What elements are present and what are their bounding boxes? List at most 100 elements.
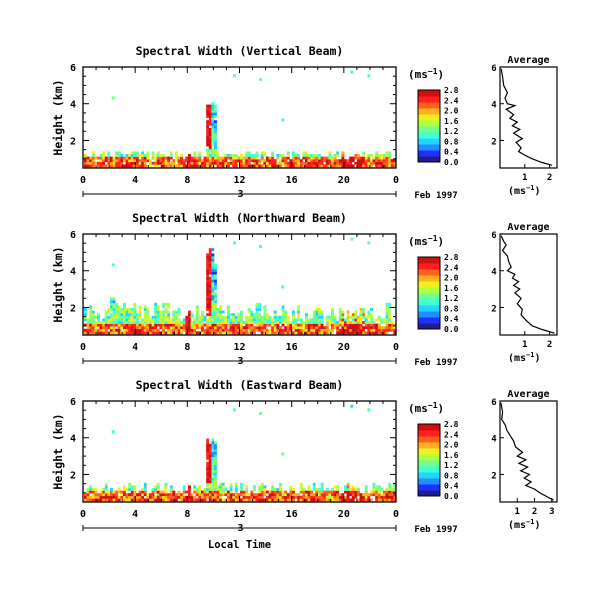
heatmap-cell <box>175 156 178 160</box>
heatmap-cell <box>250 331 254 335</box>
heatmap-cell <box>130 321 134 324</box>
heatmap-cell <box>227 490 230 494</box>
colorbar-segment <box>418 90 440 97</box>
heatmap-cell <box>91 313 95 317</box>
heatmap-cell <box>351 331 355 335</box>
heatmap-cell <box>245 331 249 335</box>
heatmap-cell <box>180 326 184 330</box>
heatmap-cell <box>156 490 160 494</box>
heatmap-cell <box>141 161 145 165</box>
heatmap-cell <box>307 331 311 335</box>
heatmap-cell <box>89 490 93 494</box>
colorbar-segment <box>418 442 440 449</box>
heatmap-cell <box>385 493 389 497</box>
heatmap-cell <box>227 305 230 309</box>
heatmap-cell <box>229 156 233 160</box>
heatmap-cell <box>362 151 366 155</box>
heatmap-cell <box>172 315 176 319</box>
heatmap-cell <box>206 130 210 134</box>
heatmap-cell <box>279 318 282 322</box>
heatmap-cell <box>123 310 126 314</box>
heatmap-cell <box>292 310 295 314</box>
heatmap-cell <box>229 328 233 332</box>
heatmap-cell <box>232 328 236 332</box>
heatmap-cell <box>338 161 342 165</box>
heatmap-cell <box>214 130 217 134</box>
heatmap-cell <box>357 318 360 322</box>
heatmap-cell <box>211 109 215 113</box>
heatmap-cell <box>388 305 392 309</box>
heatmap-cell <box>351 326 355 330</box>
heatmap-cell <box>133 315 137 319</box>
heatmap-cell <box>125 495 129 499</box>
heatmap-cell <box>91 488 95 491</box>
heatmap-cell <box>130 328 134 332</box>
heatmap-cell <box>320 164 324 168</box>
heatmap-cell <box>260 488 264 491</box>
heatmap-cell <box>206 493 210 497</box>
heatmap-cell <box>208 107 212 111</box>
heatmap-cell <box>328 490 332 494</box>
heatmap-cell <box>84 156 87 160</box>
heatmap-cell <box>94 321 98 324</box>
heatmap-cell <box>110 313 113 317</box>
heatmap-cell <box>224 498 228 502</box>
heatmap-cell <box>250 156 254 160</box>
heatmap-cell <box>245 488 249 491</box>
heatmap-cell <box>208 122 212 126</box>
heatmap-cell <box>346 321 350 324</box>
heatmap-cell <box>84 318 87 322</box>
heatmap-cell <box>388 323 392 327</box>
heatmap-cell <box>188 156 191 160</box>
heatmap-cell <box>143 485 147 489</box>
colorbar-unit-exponent: −1 <box>428 67 438 76</box>
heatmap-cell <box>232 323 236 327</box>
heatmap-cell <box>258 305 262 309</box>
heatmap-cell <box>357 156 360 160</box>
heatmap-cell <box>344 164 347 168</box>
heatmap-cell <box>128 318 132 322</box>
heatmap-cell <box>341 493 345 497</box>
heatmap-cell <box>354 323 358 327</box>
heatmap-cell <box>325 161 329 165</box>
heatmap-cell <box>312 164 316 168</box>
heatmap-cell <box>279 485 282 489</box>
heatmap-cell <box>195 161 199 165</box>
heatmap-cell <box>245 154 249 157</box>
heatmap-cell <box>190 315 194 319</box>
heatmap-cell <box>115 318 119 322</box>
heatmap-cell <box>273 315 277 319</box>
heatmap-cell <box>279 164 282 168</box>
heatmap-cell <box>143 326 147 330</box>
heatmap-cell <box>115 308 119 311</box>
heatmap-cell <box>219 305 223 309</box>
heatmap-cell <box>219 308 223 311</box>
heatmap-cell <box>120 493 124 497</box>
heatmap-cell <box>97 315 100 319</box>
heatmap-cell <box>112 328 116 332</box>
heatmap-cell <box>260 321 264 324</box>
heatmap-cell <box>193 164 197 168</box>
heatmap-cell <box>331 498 334 502</box>
heatmap-cell <box>224 488 228 491</box>
heatmap-cell <box>307 498 311 502</box>
heatmap-cell <box>190 326 194 330</box>
heatmap-cell <box>377 331 381 335</box>
heatmap-cell <box>253 488 256 491</box>
heatmap-cell <box>206 302 210 306</box>
heatmap-cell <box>383 154 386 157</box>
heatmap-cell <box>227 495 230 499</box>
heatmap-cell <box>128 164 132 168</box>
heatmap-cell <box>336 490 340 494</box>
heatmap-cell <box>125 156 129 160</box>
heatmap-cell <box>216 310 220 314</box>
heatmap-cell <box>112 321 116 324</box>
heatmap-cell <box>312 493 316 497</box>
heatmap-cell <box>99 159 103 163</box>
heatmap-cell <box>229 493 233 497</box>
heatmap-cell <box>211 302 215 306</box>
heatmap-cell <box>289 490 293 494</box>
heatmap-cell <box>216 315 220 319</box>
heatmap-cell <box>219 490 223 494</box>
heatmap-cell <box>299 318 303 322</box>
